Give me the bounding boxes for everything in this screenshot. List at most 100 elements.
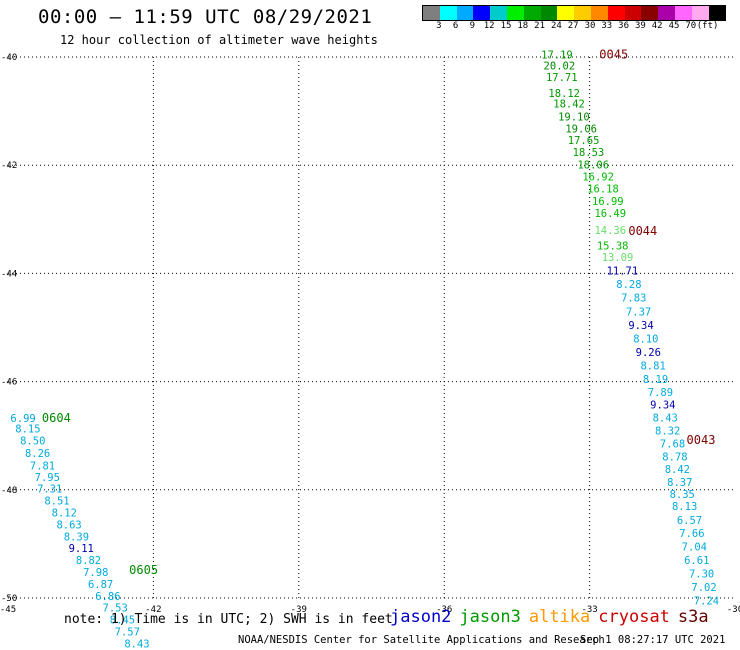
swh-value: 8.42 bbox=[665, 464, 690, 476]
swh-value: 7.24 bbox=[694, 596, 719, 608]
color-swatch bbox=[708, 6, 726, 20]
swh-value: 14.36 bbox=[594, 225, 626, 237]
swh-value: 8.12 bbox=[52, 508, 77, 520]
color-scale-label: 27 bbox=[567, 21, 579, 31]
satellite-jason3: jason3 bbox=[459, 607, 521, 627]
swh-value: 15.38 bbox=[597, 240, 629, 252]
lon-tick-label: -45 bbox=[0, 605, 16, 615]
swh-value: 8.35 bbox=[670, 489, 695, 501]
swh-value: 16.92 bbox=[582, 172, 614, 184]
swh-value: 8.10 bbox=[633, 333, 658, 345]
generated-time: Sep 1 08:27:17 UTC 2021 bbox=[580, 634, 726, 646]
swh-value: 8.28 bbox=[616, 279, 641, 291]
lon-tick-label: -30 bbox=[727, 605, 740, 615]
color-scale-label: 45 bbox=[668, 21, 680, 31]
swh-value: 18.53 bbox=[573, 147, 605, 159]
swh-value: 8.13 bbox=[672, 501, 697, 513]
lon-tick-label: -39 bbox=[291, 605, 307, 615]
color-scale-label: 15 bbox=[500, 21, 512, 31]
time-label: 0044 bbox=[628, 224, 657, 238]
color-scale-label: 39 bbox=[634, 21, 646, 31]
color-scale-label: 42 bbox=[651, 21, 663, 31]
color-swatch bbox=[473, 6, 491, 20]
satellite-legend: jason2 jason3 altika cryosat s3a bbox=[390, 607, 717, 627]
color-swatch bbox=[506, 6, 524, 20]
color-swatch bbox=[658, 6, 675, 20]
color-swatch bbox=[624, 6, 642, 20]
lat-tick-label: -42 bbox=[1, 161, 17, 171]
swh-value: 9.34 bbox=[628, 320, 653, 332]
swh-value: 6.57 bbox=[677, 515, 702, 527]
time-label: 0045 bbox=[599, 47, 628, 61]
swh-value: 8.43 bbox=[124, 638, 149, 650]
swh-value: 8.82 bbox=[76, 555, 101, 567]
swh-value: 7.37 bbox=[626, 306, 651, 318]
color-swatch bbox=[607, 6, 625, 20]
swh-value: 6.61 bbox=[684, 555, 709, 567]
color-swatch bbox=[574, 6, 591, 20]
color-scale-label: 3 bbox=[436, 21, 442, 31]
satellite-altika: altika bbox=[528, 607, 591, 627]
color-scale-label: 36 bbox=[618, 21, 630, 31]
swh-value: 8.63 bbox=[56, 519, 81, 531]
color-swatch bbox=[439, 6, 457, 20]
swh-value: 6.86 bbox=[95, 591, 120, 603]
units-note: note: 1) Time is in UTC; 2) SWH is in fe… bbox=[64, 612, 393, 627]
swh-value: 16.99 bbox=[592, 196, 624, 208]
color-swatch bbox=[557, 6, 575, 20]
swh-value: 7.04 bbox=[682, 542, 707, 554]
time-label: 0043 bbox=[687, 433, 716, 447]
lon-tick-label: -36 bbox=[436, 605, 452, 615]
color-swatch bbox=[456, 6, 474, 20]
satellite-jason2: jason2 bbox=[390, 607, 452, 627]
color-swatch bbox=[590, 6, 608, 20]
lat-tick-label: -40 bbox=[1, 53, 17, 63]
color-scale-label: 12 bbox=[483, 21, 495, 31]
swh-value: 9.34 bbox=[650, 399, 675, 411]
swh-value: 13.09 bbox=[602, 252, 634, 264]
color-scale-label: 30 bbox=[584, 21, 596, 31]
color-scale-label: 18 bbox=[517, 21, 529, 31]
color-scale-label: 6 bbox=[452, 21, 459, 31]
lat-tick-label: -46 bbox=[1, 378, 17, 388]
lon-tick-label: -33 bbox=[581, 605, 597, 615]
swh-value: 18.12 bbox=[548, 88, 580, 100]
time-label: 0604 bbox=[42, 411, 71, 425]
swh-value: 7.53 bbox=[103, 603, 128, 615]
color-scale-label: 33 bbox=[601, 21, 613, 31]
swh-value: 7.30 bbox=[689, 569, 714, 581]
swh-value: 8.51 bbox=[44, 496, 69, 508]
swh-value: 8.43 bbox=[653, 412, 678, 424]
map-title: 00:00 – 11:59 UTC 08/29/2021 bbox=[38, 6, 373, 28]
swh-value: 8.15 bbox=[15, 424, 40, 436]
swh-value: 8.19 bbox=[643, 374, 668, 386]
swh-value: 8.37 bbox=[667, 477, 692, 489]
color-swatch bbox=[490, 6, 507, 20]
swh-value: 7.81 bbox=[30, 460, 55, 472]
swh-value: 9.11 bbox=[69, 543, 94, 555]
lon-tick-label: -42 bbox=[145, 605, 161, 615]
swh-value: 17.19 bbox=[541, 49, 573, 61]
color-scale-label: 9 bbox=[469, 21, 476, 31]
swh-value: 8.26 bbox=[25, 448, 50, 460]
color-swatch bbox=[423, 6, 440, 20]
color-swatch bbox=[674, 6, 692, 20]
map-subtitle: 12 hour collection of altimeter wave hei… bbox=[60, 33, 378, 47]
swh-value: 8.32 bbox=[655, 425, 680, 437]
swh-value: 8.78 bbox=[662, 451, 687, 463]
swh-value: 11.71 bbox=[607, 266, 639, 278]
swh-value: 17.71 bbox=[546, 72, 578, 84]
swh-value: 19.10 bbox=[558, 112, 590, 124]
lat-tick-label: -48 bbox=[1, 486, 17, 496]
time-label: 0605 bbox=[129, 563, 158, 577]
swh-value: 7.66 bbox=[679, 528, 704, 540]
swh-value: 6.99 bbox=[10, 413, 35, 425]
swh-value: 20.02 bbox=[544, 61, 576, 73]
color-scale-bar bbox=[422, 5, 727, 21]
swh-value: 8.81 bbox=[640, 360, 665, 372]
credit-line: NOAA/NESDIS Center for Satellite Applica… bbox=[238, 634, 605, 646]
swh-value: 7.68 bbox=[660, 438, 685, 450]
swh-value: 9.26 bbox=[636, 347, 661, 359]
swh-value: 7.83 bbox=[621, 293, 646, 305]
